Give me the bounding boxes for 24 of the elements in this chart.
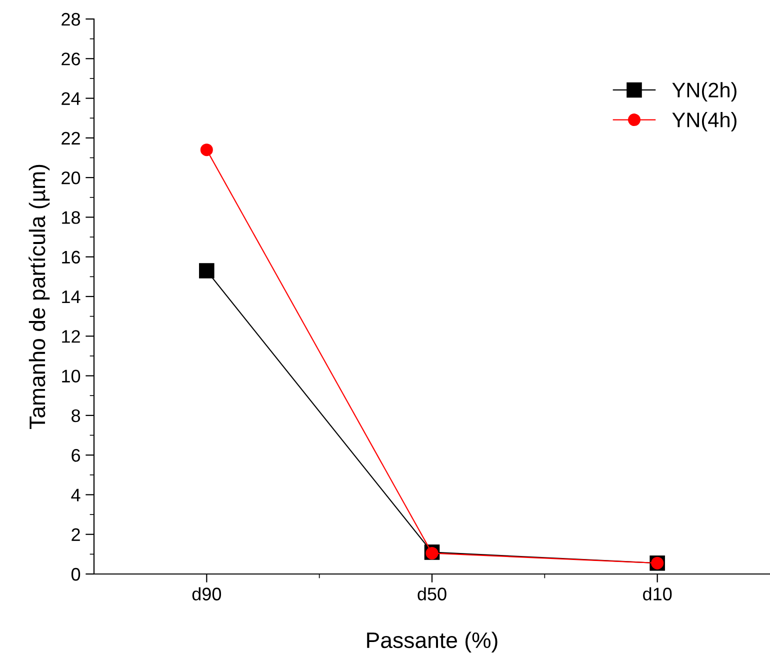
y-tick-label: 20 [62,172,80,184]
x-tick-label: d10 [643,587,672,600]
y-tick-label: 6 [72,449,80,462]
y-axis-title: Tamanho de partícula (µm) [28,164,50,429]
y-tick-label: 4 [71,488,80,502]
y-tick-label: 12 [62,330,80,343]
y-tick-label: 18 [62,211,80,224]
y-tick-label: 10 [62,370,80,383]
x-tick-label: d90 [192,587,222,600]
y-tick-label: 16 [62,250,80,264]
y-tick-label: 22 [62,132,80,144]
x-tick-label: d50 [418,587,446,600]
point [200,144,213,156]
y-tick-label: 26 [62,52,80,66]
point [199,263,214,278]
y-tick-label: 8 [72,409,80,422]
legend-label: YN(4h) [672,112,736,132]
y-tick-label: 28 [62,12,80,26]
y-tick-label: 2 [72,528,80,541]
legend-label: YN(2h) [672,82,736,102]
y-tick-label: 0 [71,568,80,581]
x-axis-title: Passante (%) [367,632,498,653]
y-tick-label: 24 [62,92,80,105]
y-tick-label: 14 [62,290,80,304]
